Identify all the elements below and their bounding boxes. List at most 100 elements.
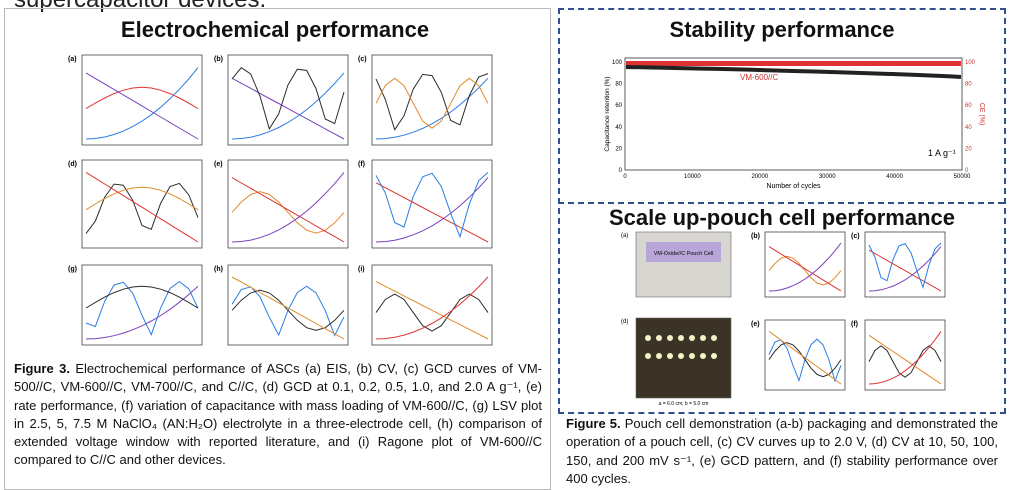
subplot-label: (c)	[358, 56, 367, 63]
subplot-label: (g)	[68, 266, 77, 273]
scale-title: Scale up-pouch cell performance	[609, 205, 955, 230]
x-tick-label: 20000	[751, 174, 768, 180]
led	[689, 335, 695, 341]
divider	[558, 202, 1004, 204]
subplot-frame	[371, 264, 493, 346]
chart-frame	[624, 57, 963, 171]
y2-axis-label: CE (%)	[978, 103, 985, 126]
caption-label: Figure 3.	[14, 361, 70, 376]
plot-curve	[85, 86, 199, 110]
plot-curve	[85, 186, 199, 211]
led	[711, 335, 717, 341]
subplot-frame	[864, 319, 946, 391]
plot-curve	[231, 77, 345, 140]
subplot-frame	[227, 159, 349, 249]
ce-band	[626, 61, 961, 66]
y-tick-label: 60	[615, 103, 622, 109]
x-tick-label: 0	[623, 174, 627, 180]
y-tick-label: 100	[612, 60, 623, 66]
right-frame	[558, 8, 1006, 414]
pouch	[646, 242, 721, 262]
y2-tick-label: 100	[965, 60, 976, 66]
led	[678, 353, 684, 359]
plot-curve	[768, 342, 842, 378]
plot-curve	[768, 242, 842, 292]
caption-text: Pouch cell demonstration (a-b) packaging…	[566, 416, 998, 486]
led	[645, 353, 651, 359]
plot-curve	[868, 249, 942, 292]
x-tick-label: 50000	[954, 174, 971, 180]
plot-curve	[768, 255, 842, 286]
subplot-frame	[227, 264, 349, 346]
plot-curve	[868, 331, 942, 385]
led	[656, 353, 662, 359]
plot-curve	[868, 345, 942, 378]
subplot-label: (h)	[214, 266, 223, 273]
plot-curve	[231, 72, 345, 140]
left-title: Electrochemical performance	[120, 17, 430, 42]
caption-text: Electrochemical performance of ASCs (a) …	[14, 361, 542, 468]
y-axis-label: Capacitance retention (%)	[604, 76, 611, 151]
retention-line	[625, 65, 962, 79]
subplot-label: (d)	[68, 161, 77, 168]
photo	[635, 317, 732, 399]
subplot-label: (f)	[851, 321, 858, 328]
subplot-label: (c)	[851, 233, 860, 240]
x-tick-label: 30000	[819, 174, 836, 180]
y2-tick-label: 40	[965, 125, 972, 131]
plot-curve	[85, 285, 199, 309]
y-tick-label: 40	[615, 125, 622, 131]
plot-curve	[375, 73, 489, 131]
current-label: 1 A g⁻¹	[928, 148, 956, 158]
subplot-label: (i)	[358, 266, 365, 273]
y2-tick-label: 60	[965, 103, 972, 109]
plot-curve	[375, 182, 489, 243]
plot-curve	[231, 172, 345, 243]
subplot-label: (a)	[68, 56, 77, 63]
y2-tick-label: 20	[965, 146, 972, 152]
y-tick-label: 0	[619, 168, 623, 174]
plot-curve	[231, 177, 345, 243]
subplot-frame	[371, 54, 493, 146]
plot-curve	[375, 172, 489, 239]
plot-curve	[868, 242, 942, 290]
plot-curve	[85, 285, 199, 340]
subplot-label: (a)	[621, 233, 628, 239]
subplot-label: (b)	[751, 233, 760, 240]
subplot-frame	[81, 264, 203, 346]
plot-curve	[231, 276, 345, 340]
plot-curve	[868, 246, 942, 292]
plot-curve	[375, 293, 489, 332]
x-axis-label: Number of cycles	[766, 183, 821, 190]
subplot-label: (f)	[358, 161, 365, 168]
led	[667, 335, 673, 341]
led	[700, 353, 706, 359]
plot-curve	[85, 72, 199, 140]
led	[711, 353, 717, 359]
plot-curve	[375, 281, 489, 340]
subplot-label: (e)	[214, 161, 223, 168]
x-tick-label: 10000	[684, 174, 701, 180]
series-label: VM-600//C	[740, 73, 778, 82]
y-tick-label: 80	[615, 82, 622, 88]
led	[645, 335, 651, 341]
plot-curve	[85, 182, 199, 234]
pouch-label: VM-Oxide//C Pouch Cell	[654, 251, 714, 257]
plot-curve	[375, 276, 489, 340]
plot-curve	[768, 330, 842, 385]
led	[656, 335, 662, 341]
subplot-label: (d)	[621, 319, 628, 325]
plot-curve	[85, 67, 199, 140]
plot-curve	[231, 67, 345, 131]
cut-text: supercapacitor devices.	[14, 0, 266, 14]
stability-title: Stability performance	[669, 17, 895, 42]
subplot-frame	[81, 159, 203, 249]
subplot-frame	[764, 319, 846, 391]
figure3-caption: Figure 3. Electrochemical performance of…	[14, 360, 542, 470]
plot-curve	[85, 280, 199, 337]
y2-tick-label: 80	[965, 82, 972, 88]
subplot-label: (e)	[751, 321, 760, 328]
caption-label: Figure 5.	[566, 416, 621, 431]
